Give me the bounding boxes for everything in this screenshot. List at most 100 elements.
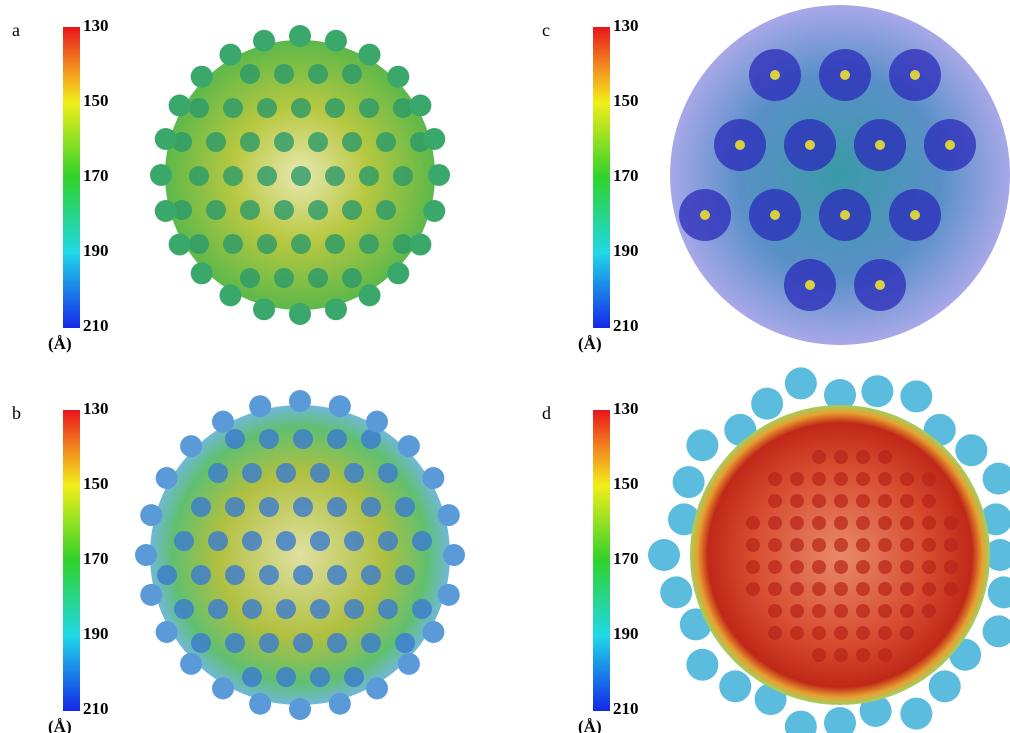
colorbar <box>63 27 80 328</box>
edge-knob <box>150 164 172 186</box>
edge-knob <box>438 584 460 606</box>
capsomer <box>834 538 848 552</box>
edge-knob <box>212 677 234 699</box>
capsomer <box>746 582 760 596</box>
pore <box>770 210 780 220</box>
capsomer <box>310 463 330 483</box>
capsomer <box>812 450 826 464</box>
capsomer <box>856 626 870 640</box>
capsomer <box>359 98 379 118</box>
edge-knob <box>422 467 444 489</box>
capsomer <box>310 531 330 551</box>
capsomer <box>293 429 313 449</box>
capsomer <box>790 604 804 618</box>
capsomer <box>308 64 328 84</box>
edge-knob <box>387 262 409 284</box>
capsomer <box>310 599 330 619</box>
capsomer <box>393 166 413 186</box>
capsomer <box>900 494 914 508</box>
colorbar-tick: 150 <box>613 474 639 493</box>
capsomer <box>856 604 870 618</box>
capsomer <box>344 531 364 551</box>
capsomer <box>242 463 262 483</box>
capsomer <box>274 268 294 288</box>
capsomer <box>768 538 782 552</box>
edge-knob <box>387 66 409 88</box>
spike <box>983 615 1010 647</box>
edge-knob <box>220 284 242 306</box>
edge-knob <box>366 411 388 433</box>
capsomer <box>257 166 277 186</box>
capsomer <box>327 565 347 585</box>
capsomer <box>293 497 313 517</box>
pore <box>805 280 815 290</box>
capsomer <box>878 450 892 464</box>
capsomer <box>768 604 782 618</box>
edge-knob <box>135 544 157 566</box>
edge-knob <box>423 200 445 222</box>
capsomer <box>768 582 782 596</box>
capsomer <box>274 200 294 220</box>
capsomer <box>856 516 870 530</box>
colorbar-tick: 150 <box>83 474 109 493</box>
capsomer <box>259 633 279 653</box>
colorbar-tick: 130 <box>83 399 109 418</box>
colorbar-tick: 190 <box>613 241 639 260</box>
capsomer <box>812 582 826 596</box>
spike <box>719 670 751 702</box>
spike <box>900 380 932 412</box>
edge-knob <box>253 30 275 52</box>
capsomer <box>834 516 848 530</box>
panel: b130150170190210(Å) <box>12 390 465 733</box>
capsomer <box>790 538 804 552</box>
spike <box>983 463 1010 495</box>
edge-knob <box>212 411 234 433</box>
pore <box>735 140 745 150</box>
edge-knob <box>398 435 420 457</box>
capsomer <box>878 582 892 596</box>
capsomer <box>293 633 313 653</box>
capsomer <box>359 166 379 186</box>
colorbar-tick: 170 <box>83 166 109 185</box>
edge-knob <box>191 262 213 284</box>
capsomer <box>412 531 432 551</box>
capsomer <box>325 166 345 186</box>
colorbar-unit: (Å) <box>48 334 72 353</box>
capsomer <box>790 472 804 486</box>
edge-knob <box>359 44 381 66</box>
capsomer <box>240 200 260 220</box>
capsomer <box>834 604 848 618</box>
capsomer <box>342 200 362 220</box>
edge-knob <box>329 395 351 417</box>
pore <box>875 140 885 150</box>
capsomer <box>834 494 848 508</box>
capsomer <box>790 494 804 508</box>
panel: d130150170190210(Å) <box>542 367 1010 733</box>
spike <box>824 707 856 733</box>
colorbar-tick: 170 <box>83 549 109 568</box>
figure: a130150170190210(Å)c130150170190210(Å)b1… <box>0 0 1010 733</box>
capsomer <box>189 234 209 254</box>
panel: a130150170190210(Å) <box>12 16 450 353</box>
capsomer <box>856 538 870 552</box>
edge-knob <box>180 653 202 675</box>
capsomer <box>900 538 914 552</box>
edge-knob <box>140 504 162 526</box>
capsomer <box>812 472 826 486</box>
edge-knob <box>249 395 271 417</box>
colorbar-unit: (Å) <box>48 717 72 733</box>
colorbar-tick: 150 <box>83 91 109 110</box>
capsomer <box>361 497 381 517</box>
capsomer <box>856 472 870 486</box>
pore <box>910 70 920 80</box>
colorbar-tick: 130 <box>613 16 639 35</box>
capsomer <box>900 582 914 596</box>
capsomer <box>293 565 313 585</box>
capsomer <box>242 531 262 551</box>
capsomer <box>768 516 782 530</box>
capsomer <box>944 538 958 552</box>
capsomer <box>291 166 311 186</box>
edge-knob <box>409 95 431 117</box>
edge-knob <box>156 621 178 643</box>
colorbar-tick: 150 <box>613 91 639 110</box>
